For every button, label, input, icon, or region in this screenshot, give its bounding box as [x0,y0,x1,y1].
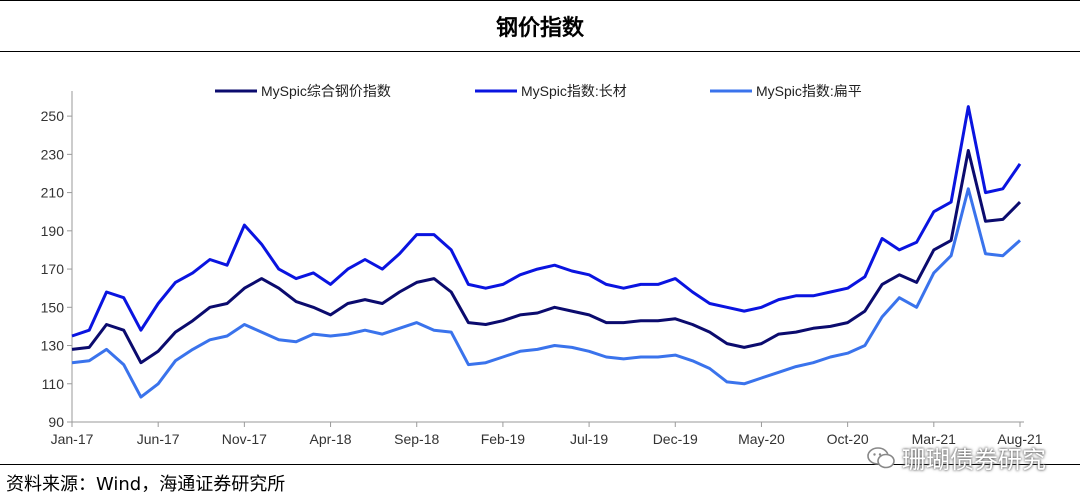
x-tick-label: Dec-19 [653,431,698,447]
y-tick-label: 190 [41,223,65,239]
y-tick-label: 130 [41,338,65,354]
y-tick-label: 170 [41,261,65,277]
y-tick-label: 250 [41,108,65,124]
x-tick-label: Jul-19 [570,431,608,447]
x-tick-label: Mar-21 [912,431,957,447]
x-tick-label: Nov-17 [222,431,267,447]
chart-title: 钢价指数 [495,16,584,41]
bottom-rule [0,464,1080,465]
chart-title-bar: 钢价指数 [0,0,1080,52]
x-tick-label: Sep-18 [394,431,439,447]
y-tick-label: 110 [42,376,65,392]
line-chart: 90 110 130 150 170 190 210 230 250 Jan-17 Jun-17 No… [41,83,1043,447]
x-tick-label: Aug-21 [997,431,1042,447]
wechat-icon [867,446,895,468]
legend-label: MySpic综合钢价指数 [261,83,391,99]
watermark-text: 珊瑚债券研究 [902,446,1046,474]
x-tick-label: Oct-20 [827,431,869,447]
legend-label: MySpic指数:扁平 [756,83,862,99]
series-line-2 [71,105,1022,338]
legend-label: MySpic指数:长材 [521,83,627,99]
source-note: 资料来源：Wind，海通证券研究所 [6,474,286,495]
watermark: 珊瑚债券研究 [866,440,1046,475]
x-tick-label: Jan-17 [51,431,94,447]
y-tick-label: 150 [41,299,65,315]
x-tick-label: Feb-19 [481,431,526,447]
series-line-1 [71,149,1022,365]
series-line-3 [71,187,1021,399]
x-tick-label: Apr-18 [310,431,352,447]
y-tick-label: 210 [41,185,65,201]
chart-area: 90 110 130 150 170 190 210 230 250 Jan-17 Jun-17 No… [0,60,1080,452]
x-tick-label: Jun-17 [137,431,180,447]
y-tick-label: 90 [48,414,64,430]
x-tick-label: May-20 [738,431,785,447]
y-tick-label: 230 [41,146,65,162]
